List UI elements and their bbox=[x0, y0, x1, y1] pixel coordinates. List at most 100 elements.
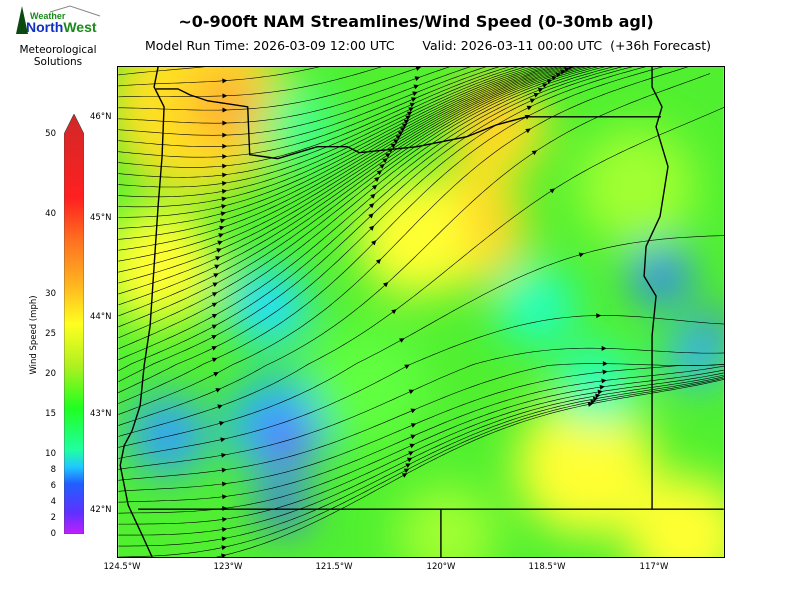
streamline bbox=[118, 67, 544, 218]
streamline bbox=[118, 67, 582, 306]
streamline-arrow bbox=[222, 78, 228, 84]
colorbar-tick: 2 bbox=[50, 513, 56, 523]
streamline-arrow bbox=[219, 225, 225, 231]
streamline-arrow bbox=[410, 408, 417, 414]
streamline-arrow bbox=[221, 204, 227, 209]
streamline-arrow bbox=[222, 154, 228, 160]
streamline-arrow bbox=[590, 399, 596, 405]
streamline-arrow bbox=[222, 107, 228, 113]
streamline-arrow bbox=[399, 338, 405, 343]
streamline-arrow bbox=[375, 258, 382, 265]
streamline-arrow bbox=[220, 211, 227, 217]
streamline-arrow bbox=[213, 273, 219, 278]
streamline bbox=[118, 67, 550, 229]
streamline-arrow bbox=[217, 240, 223, 246]
streamline-arrow bbox=[211, 313, 218, 319]
colorbar-tick: 25 bbox=[45, 329, 56, 339]
streamline-arrow bbox=[221, 536, 227, 542]
streamline bbox=[118, 67, 646, 393]
streamline-arrow bbox=[211, 346, 218, 351]
streamline-arrow bbox=[602, 369, 608, 375]
streamline-arrow bbox=[409, 443, 415, 449]
streamline-arrow bbox=[408, 451, 414, 456]
streamline-arrow bbox=[390, 143, 397, 149]
colorbar-tick: 15 bbox=[45, 409, 56, 419]
latitude-label: 44°N bbox=[90, 312, 112, 322]
streamline-arrow bbox=[405, 115, 411, 121]
streamline-arrow bbox=[221, 481, 228, 487]
streamline-arrow bbox=[602, 361, 608, 367]
streamline-arrow bbox=[601, 345, 607, 351]
streamline-arrow bbox=[406, 457, 413, 463]
latitude-label: 46°N bbox=[90, 112, 112, 122]
streamline-arrow bbox=[216, 248, 222, 253]
colorbar-tick: 30 bbox=[45, 289, 56, 299]
colorbar-tick: 50 bbox=[45, 129, 56, 139]
streamline bbox=[118, 67, 572, 284]
streamline bbox=[118, 67, 623, 372]
streamline-arrow bbox=[382, 282, 389, 288]
latitude-label: 42°N bbox=[90, 505, 112, 515]
streamline-arrow bbox=[412, 91, 418, 97]
wind-speed-region bbox=[357, 176, 477, 297]
colorbar-label: Wind Speed (mph) bbox=[29, 295, 39, 375]
streamline-arrow bbox=[217, 404, 223, 410]
streamline-arrow bbox=[211, 292, 218, 297]
streamline-arrow bbox=[595, 393, 601, 399]
streamline-arrow bbox=[403, 119, 410, 125]
streamline-arrow bbox=[385, 153, 391, 158]
page-title: ~0-900ft NAM Streamlines/Wind Speed (0-3… bbox=[178, 12, 654, 31]
streamline-arrow bbox=[409, 102, 416, 108]
coastline bbox=[119, 67, 165, 557]
streamline bbox=[118, 67, 606, 350]
streamline bbox=[118, 67, 614, 361]
streamline-arrow bbox=[221, 553, 227, 557]
streamline-arrow bbox=[526, 105, 533, 111]
wind-speed-region bbox=[576, 126, 696, 247]
streamline-arrow bbox=[596, 313, 602, 319]
streamline-arrow bbox=[220, 437, 226, 443]
streamline bbox=[118, 67, 559, 251]
streamline-arrow bbox=[222, 143, 228, 149]
streamline-arrow bbox=[555, 72, 562, 78]
streamline-arrow bbox=[531, 150, 538, 156]
streamline-arrow bbox=[397, 131, 404, 136]
streamline-arrow bbox=[215, 388, 221, 393]
streamline-arrow bbox=[222, 132, 228, 138]
longitude-label: 117°W bbox=[639, 562, 669, 572]
streamline-arrow bbox=[368, 225, 375, 231]
streamline-arrow bbox=[599, 384, 605, 390]
streamline-arrow bbox=[221, 545, 227, 551]
streamline-arrow bbox=[537, 87, 544, 93]
streamline bbox=[118, 67, 663, 404]
streamline bbox=[118, 67, 422, 111]
streamline bbox=[118, 67, 563, 262]
streamline-arrow bbox=[222, 494, 228, 500]
streamline-arrow bbox=[403, 468, 410, 474]
streamline-arrow bbox=[401, 473, 408, 478]
streamline-arrow bbox=[405, 463, 411, 468]
wind-speed-region bbox=[556, 345, 637, 426]
svg-text:Weather: Weather bbox=[30, 11, 66, 21]
streamline-arrow bbox=[391, 309, 397, 315]
streamline-arrow bbox=[219, 421, 225, 426]
colorbar-tick: 6 bbox=[50, 481, 56, 491]
wind-speed-region bbox=[626, 475, 724, 557]
streamline-arrow bbox=[395, 135, 402, 140]
streamline-arrow bbox=[408, 389, 415, 395]
streamline bbox=[118, 67, 689, 415]
streamline-arrow bbox=[376, 170, 383, 176]
colorbar-tick: 10 bbox=[45, 449, 56, 459]
streamline-arrow bbox=[592, 396, 599, 402]
wind-speed-region bbox=[700, 311, 724, 341]
streamline-arrow bbox=[597, 389, 603, 395]
streamline bbox=[118, 67, 510, 168]
wind-speed-region bbox=[466, 86, 507, 127]
streamline-arrow bbox=[529, 98, 536, 104]
streamline bbox=[118, 67, 450, 124]
wind-speed-colorbar bbox=[64, 114, 84, 534]
longitude-label: 120°W bbox=[426, 562, 456, 572]
streamline bbox=[118, 67, 500, 158]
streamline-arrow bbox=[222, 93, 228, 99]
weather-northwest-logo: Weather NorthWest bbox=[16, 5, 101, 35]
